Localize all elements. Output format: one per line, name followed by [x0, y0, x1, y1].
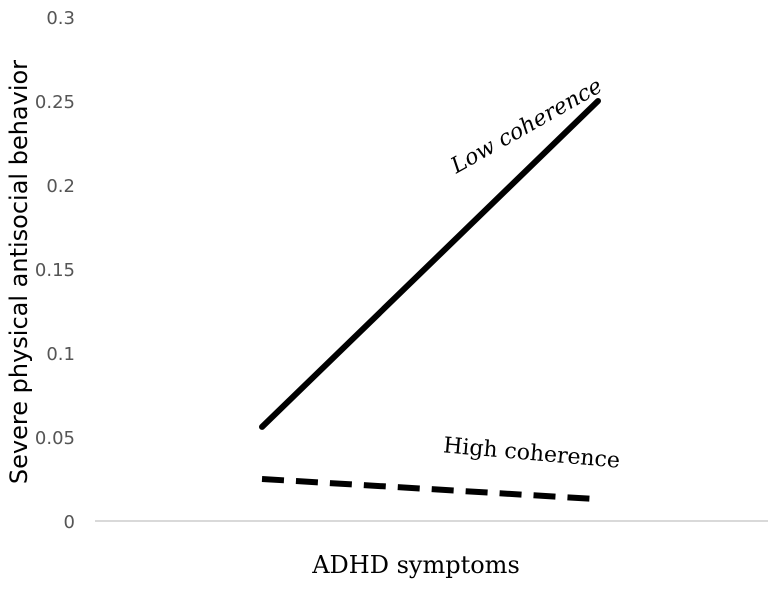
series-line-low-coherence	[259, 98, 601, 430]
y-tick-label: 0	[64, 512, 75, 533]
series-label-high-coherence: High coherence	[442, 433, 621, 473]
y-tick-label: 0.2	[46, 176, 75, 197]
series-lines	[259, 98, 601, 503]
y-tick-label: 0.05	[35, 428, 75, 449]
y-axis-label: Severe physical antisocial behavior	[5, 60, 33, 484]
y-tick-label: 0.25	[35, 92, 75, 113]
y-tick-label: 0.1	[46, 344, 75, 365]
series-line-high-coherence	[261, 476, 599, 503]
y-axis-ticks: 0 0.05 0.1 0.15 0.2 0.25 0.3	[35, 8, 75, 533]
y-tick-label: 0.15	[35, 260, 75, 281]
series-label-low-coherence: Low coherence	[446, 74, 607, 180]
x-axis-label: ADHD symptoms	[311, 551, 520, 579]
y-tick-label: 0.3	[46, 8, 75, 29]
